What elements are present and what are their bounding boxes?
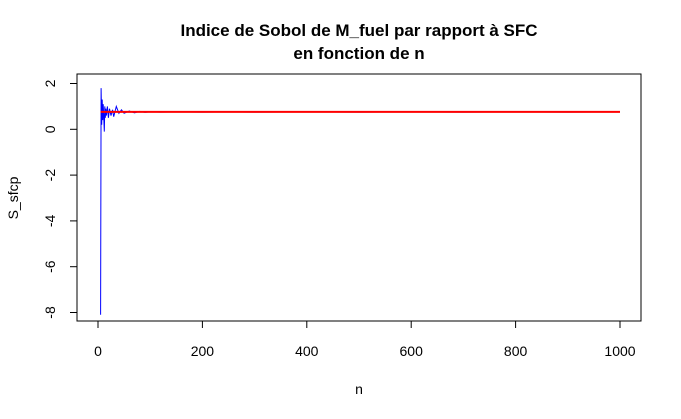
y-tick-label: -2 bbox=[42, 169, 58, 182]
x-tick-label: 800 bbox=[504, 343, 528, 359]
x-tick-label: 0 bbox=[94, 343, 102, 359]
y-tick-label: 0 bbox=[42, 125, 58, 133]
x-axis-label: n bbox=[355, 381, 363, 397]
x-axis: 0 200 400 600 800 1000 bbox=[94, 320, 636, 359]
y-axis-label: S_sfcp bbox=[5, 176, 21, 219]
x-tick-label: 600 bbox=[400, 343, 424, 359]
y-tick-label: -8 bbox=[42, 306, 58, 319]
x-tick-label: 1000 bbox=[604, 343, 635, 359]
y-tick-label: 2 bbox=[42, 79, 58, 87]
chart-subtitle: en fonction de n bbox=[293, 44, 424, 63]
chart-title: Indice de Sobol de M_fuel par rapport à … bbox=[180, 21, 537, 40]
y-axis: -8 -6 -4 -2 0 2 bbox=[42, 79, 78, 319]
series-line-blue bbox=[100, 88, 621, 315]
x-tick-label: 400 bbox=[295, 343, 319, 359]
y-tick-label: -6 bbox=[42, 260, 58, 273]
y-tick-label: -4 bbox=[42, 214, 58, 227]
x-tick-label: 200 bbox=[191, 343, 215, 359]
series-layer bbox=[100, 88, 621, 315]
